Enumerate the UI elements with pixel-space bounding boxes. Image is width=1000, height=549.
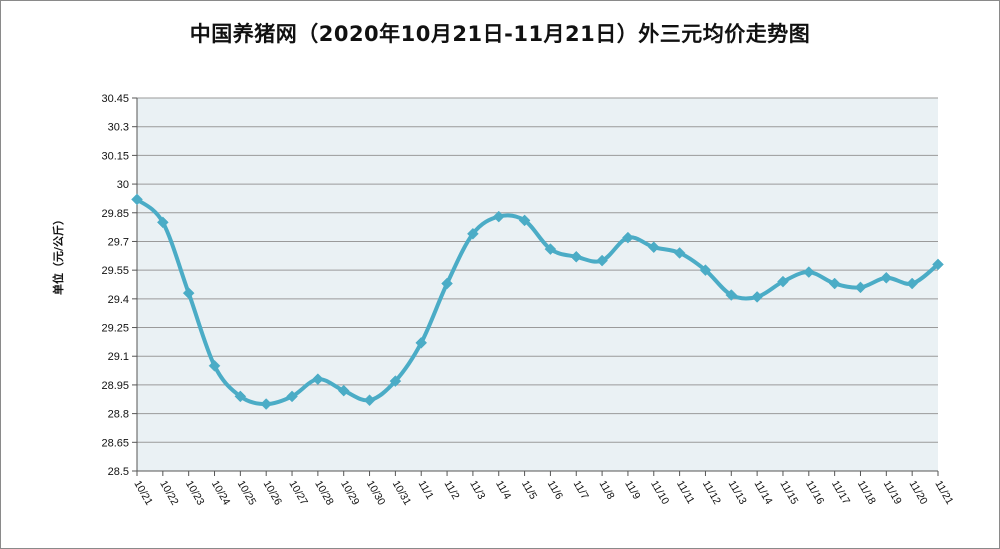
data-point-marker [802, 266, 815, 278]
plot-area [137, 98, 938, 471]
data-point-marker [854, 281, 867, 294]
x-tick-label: 11/19 [881, 479, 904, 507]
x-tick-label: 11/18 [855, 479, 878, 507]
data-point-marker [751, 291, 763, 303]
data-point-marker [286, 390, 298, 403]
x-tick-label: 11/1 [416, 479, 436, 502]
data-point-marker [234, 390, 247, 403]
y-tick-label: 28.95 [101, 380, 129, 392]
series-markers [131, 193, 944, 410]
y-tick-label: 29.1 [108, 351, 129, 363]
data-point-marker [131, 193, 143, 206]
data-point-marker [906, 277, 919, 290]
y-tick-label: 30 [117, 179, 129, 191]
y-axis-ticks: 28.5 28.65 28.8 28.95 29.1 29.25 29.4 29.55 29.7… [101, 93, 137, 478]
data-point-marker [699, 264, 712, 277]
x-tick-label: 11/5 [519, 479, 539, 502]
x-axis-ticks: 10/21 10/22 10/23 10/24 10/25 10/26 10/27 10/28… [131, 471, 956, 508]
x-tick-label: 10/30 [364, 479, 388, 508]
data-point-marker [492, 210, 505, 223]
data-point-marker [312, 373, 324, 386]
x-tick-label: 10/29 [338, 479, 362, 508]
y-tick-label: 30.3 [108, 122, 129, 134]
x-tick-label: 11/7 [571, 479, 591, 502]
x-tick-label: 11/11 [674, 479, 697, 507]
x-tick-label: 11/9 [622, 479, 642, 502]
data-point-marker [596, 254, 608, 267]
x-tick-label: 11/4 [493, 479, 513, 502]
x-tick-label: 10/27 [286, 479, 310, 508]
data-point-marker [389, 375, 402, 387]
data-point-marker [441, 277, 453, 290]
data-point-marker [570, 250, 583, 263]
data-point-marker [182, 287, 195, 299]
x-tick-label: 10/22 [157, 479, 181, 508]
x-tick-label: 10/24 [209, 479, 233, 508]
data-point-marker [673, 247, 686, 259]
x-tick-label: 11/10 [648, 479, 671, 507]
y-tick-label: 29.7 [108, 236, 129, 248]
x-tick-label: 11/3 [467, 479, 487, 502]
data-point-marker [363, 394, 376, 407]
x-tick-label: 11/16 [803, 479, 826, 507]
x-tick-label: 11/15 [777, 479, 800, 507]
x-tick-label: 10/31 [390, 479, 414, 508]
data-point-marker [208, 359, 221, 372]
x-tick-label: 10/28 [312, 479, 336, 508]
data-point-marker [518, 214, 531, 227]
data-point-marker [725, 289, 738, 301]
y-tick-label: 28.8 [108, 409, 129, 421]
data-point-marker [415, 336, 428, 349]
y-tick-label: 29.4 [108, 294, 129, 306]
chart-title: 中国养猪网（2020年10月21日-11月21日）外三元均价走势图 [189, 22, 811, 46]
data-point-marker [467, 227, 479, 240]
gridlines [136, 97, 938, 472]
x-tick-label: 10/21 [131, 479, 155, 508]
data-point-marker [337, 384, 350, 397]
data-point-marker [932, 258, 944, 271]
y-tick-label: 30.15 [101, 150, 129, 162]
x-tick-label: 11/21 [932, 479, 955, 507]
y-tick-label: 28.5 [108, 466, 129, 478]
data-point-marker [622, 231, 634, 244]
x-tick-label: 11/13 [726, 479, 749, 507]
data-point-marker [156, 216, 169, 229]
y-tick-label: 29.55 [101, 265, 129, 277]
x-tick-label: 11/12 [700, 479, 723, 507]
x-tick-label: 11/14 [752, 479, 775, 507]
x-tick-label: 11/8 [596, 479, 616, 502]
data-point-marker [647, 241, 660, 254]
x-tick-label: 11/17 [829, 479, 852, 507]
x-tick-label: 10/23 [183, 479, 207, 508]
data-point-marker [828, 277, 841, 290]
x-tick-label: 11/20 [907, 479, 930, 507]
data-point-marker [260, 398, 273, 410]
data-point-marker [544, 243, 557, 255]
y-tick-label: 29.25 [101, 323, 129, 335]
y-tick-label: 28.65 [101, 437, 129, 449]
x-tick-label: 10/26 [261, 479, 285, 508]
x-tick-label: 11/6 [545, 479, 565, 502]
data-point-marker [777, 275, 789, 288]
y-tick-label: 30.45 [101, 93, 129, 105]
x-tick-label: 11/2 [441, 479, 461, 502]
x-tick-label: 10/25 [235, 479, 259, 508]
data-point-marker [880, 271, 893, 284]
y-tick-label: 29.85 [101, 208, 129, 220]
